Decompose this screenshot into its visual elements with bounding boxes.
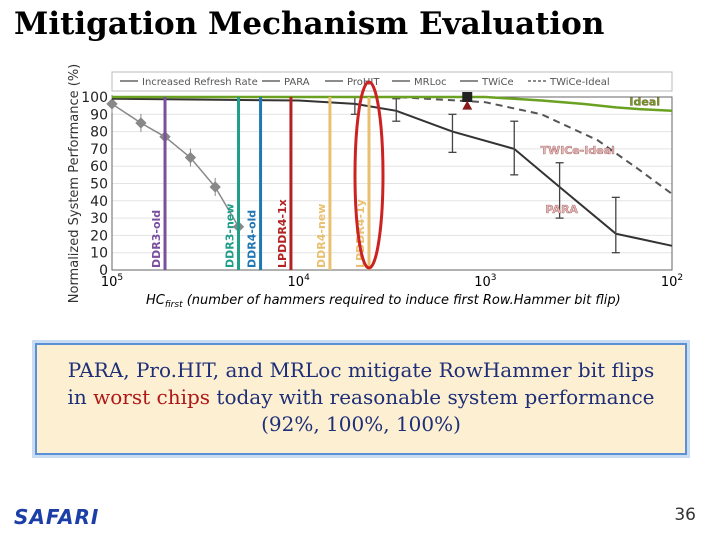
chart-annotation: TWICe-Ideal: [540, 144, 614, 157]
refresh-marker: [106, 98, 118, 110]
callout-percentages: (92%, 100%, 100%): [261, 412, 461, 436]
page-number: 36: [674, 505, 696, 525]
y-tick-label: 50: [90, 177, 108, 193]
vertical-marker-label: DDR3-new: [224, 204, 237, 268]
y-axis-label: Normalized System Performance (%): [67, 64, 82, 303]
series-para-line: [111, 97, 673, 247]
y-tick-label: 10: [90, 246, 108, 262]
y-tick-label: 100: [81, 90, 108, 106]
legend-label: Increased Refresh Rate: [142, 77, 258, 88]
x-tick-label: 102: [661, 273, 683, 290]
mrloc-marker: [462, 92, 473, 102]
y-tick-label: 60: [90, 159, 108, 175]
performance-chart: Increased Refresh Rate PARA ProHIT MRLoc TWi…: [67, 64, 683, 310]
page-title: Mitigation Mechanism Evaluation: [14, 6, 605, 42]
callout-worst-chips: worst chips: [93, 385, 211, 409]
y-tick-label: 80: [90, 125, 108, 141]
series-ideal-line: [112, 95, 673, 113]
chart-vertical-markers: DDR3-old DDR3-new DDR4-old LPDDR4-1x DDR4-ne…: [150, 80, 385, 270]
y-tick-label: 40: [90, 194, 108, 210]
x-tick-label: 104: [288, 273, 311, 290]
vertical-marker-label: DDR3-old: [150, 210, 163, 268]
chart-annotation: Ideal: [629, 96, 660, 109]
chart-annotation: PARA: [545, 203, 578, 216]
y-tick-label: 30: [90, 211, 108, 227]
series-refresh-line: [111, 103, 240, 228]
vertical-marker-label: DDR4-old: [246, 210, 259, 268]
callout-mechanisms: PARA, Pro.HIT, and MRLoc: [67, 358, 342, 382]
legend-label: MRLoc: [414, 77, 447, 88]
x-tick-label: 105: [101, 273, 123, 290]
chart-grid: [112, 96, 672, 271]
y-tick-label: 20: [90, 228, 108, 244]
legend-label: PARA: [284, 77, 310, 88]
y-tick-label: 70: [90, 142, 108, 158]
legend-label: ProHIT: [347, 77, 380, 88]
callout-text-b: in: [67, 385, 94, 409]
refresh-marker: [209, 181, 221, 193]
legend-label: TWiCe-Ideal: [549, 77, 610, 88]
callout-text-a: mitigate RowHammer bit flips: [341, 358, 655, 382]
y-tick-label: 90: [90, 107, 108, 123]
chart-legend: Increased Refresh Rate PARA ProHIT MRLoc TWi…: [111, 71, 673, 92]
chart-annotations: Ideal TWICe-Ideal PARA: [540, 96, 660, 217]
y-tick-label: 0: [99, 263, 108, 279]
safari-logo: SAFARI: [14, 505, 100, 529]
x-tick-label: 103: [474, 273, 496, 290]
x-axis-label: HCfirst (number of hammers required to i…: [146, 293, 621, 310]
legend-label: TWiCe: [481, 77, 514, 88]
mrloc-marker: [462, 100, 473, 110]
vertical-marker-label: DDR4-new: [315, 204, 328, 268]
refresh-marker: [184, 151, 197, 164]
chart-series: [106, 92, 673, 254]
refresh-marker: [135, 117, 147, 129]
series-twice-ideal-line: [112, 96, 673, 195]
vertical-marker-label: LPDDR4-1x: [276, 199, 289, 268]
callout-text-c: today with reasonable system performance: [210, 385, 655, 409]
callout-box: PARA, Pro.HIT, and MRLoc mitigate RowHam…: [35, 343, 687, 455]
highlight-ellipse: [353, 80, 385, 270]
